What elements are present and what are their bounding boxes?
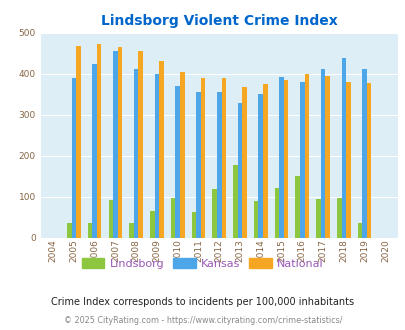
Bar bbox=[366, 82, 371, 238]
Bar bbox=[242, 87, 246, 238]
Bar bbox=[283, 81, 288, 238]
Bar bbox=[87, 223, 92, 238]
Bar bbox=[320, 69, 324, 238]
Bar bbox=[262, 84, 267, 238]
Bar bbox=[200, 78, 205, 238]
Bar bbox=[159, 61, 163, 238]
Bar bbox=[336, 198, 341, 238]
Bar bbox=[345, 82, 350, 238]
Bar bbox=[179, 72, 184, 238]
Bar bbox=[279, 77, 283, 238]
Bar bbox=[299, 82, 304, 238]
Bar bbox=[154, 74, 159, 238]
Bar bbox=[357, 223, 362, 238]
Bar bbox=[341, 57, 345, 238]
Bar bbox=[134, 69, 138, 238]
Bar bbox=[253, 201, 258, 238]
Bar bbox=[324, 76, 329, 238]
Bar bbox=[232, 165, 237, 238]
Bar bbox=[191, 212, 196, 238]
Bar bbox=[304, 74, 309, 238]
Bar bbox=[274, 188, 279, 238]
Bar bbox=[216, 92, 221, 238]
Bar bbox=[295, 176, 299, 238]
Text: © 2025 CityRating.com - https://www.cityrating.com/crime-statistics/: © 2025 CityRating.com - https://www.city… bbox=[64, 316, 341, 325]
Bar bbox=[212, 189, 216, 238]
Bar bbox=[113, 50, 117, 238]
Bar bbox=[67, 223, 71, 238]
Bar bbox=[92, 64, 97, 238]
Bar bbox=[150, 211, 154, 238]
Text: Crime Index corresponds to incidents per 100,000 inhabitants: Crime Index corresponds to incidents per… bbox=[51, 297, 354, 307]
Bar bbox=[175, 86, 179, 238]
Bar bbox=[108, 200, 113, 238]
Bar bbox=[362, 69, 366, 238]
Bar bbox=[237, 103, 242, 238]
Bar bbox=[71, 78, 76, 238]
Bar bbox=[129, 223, 134, 238]
Bar bbox=[196, 92, 200, 238]
Bar bbox=[258, 94, 262, 238]
Bar bbox=[138, 51, 143, 238]
Bar bbox=[117, 47, 122, 238]
Bar bbox=[97, 44, 101, 238]
Bar bbox=[315, 199, 320, 238]
Bar bbox=[76, 46, 81, 238]
Title: Lindsborg Violent Crime Index: Lindsborg Violent Crime Index bbox=[100, 14, 337, 28]
Legend: Lindsborg, Kansas, National: Lindsborg, Kansas, National bbox=[77, 254, 328, 273]
Bar bbox=[171, 198, 175, 238]
Bar bbox=[221, 78, 226, 238]
